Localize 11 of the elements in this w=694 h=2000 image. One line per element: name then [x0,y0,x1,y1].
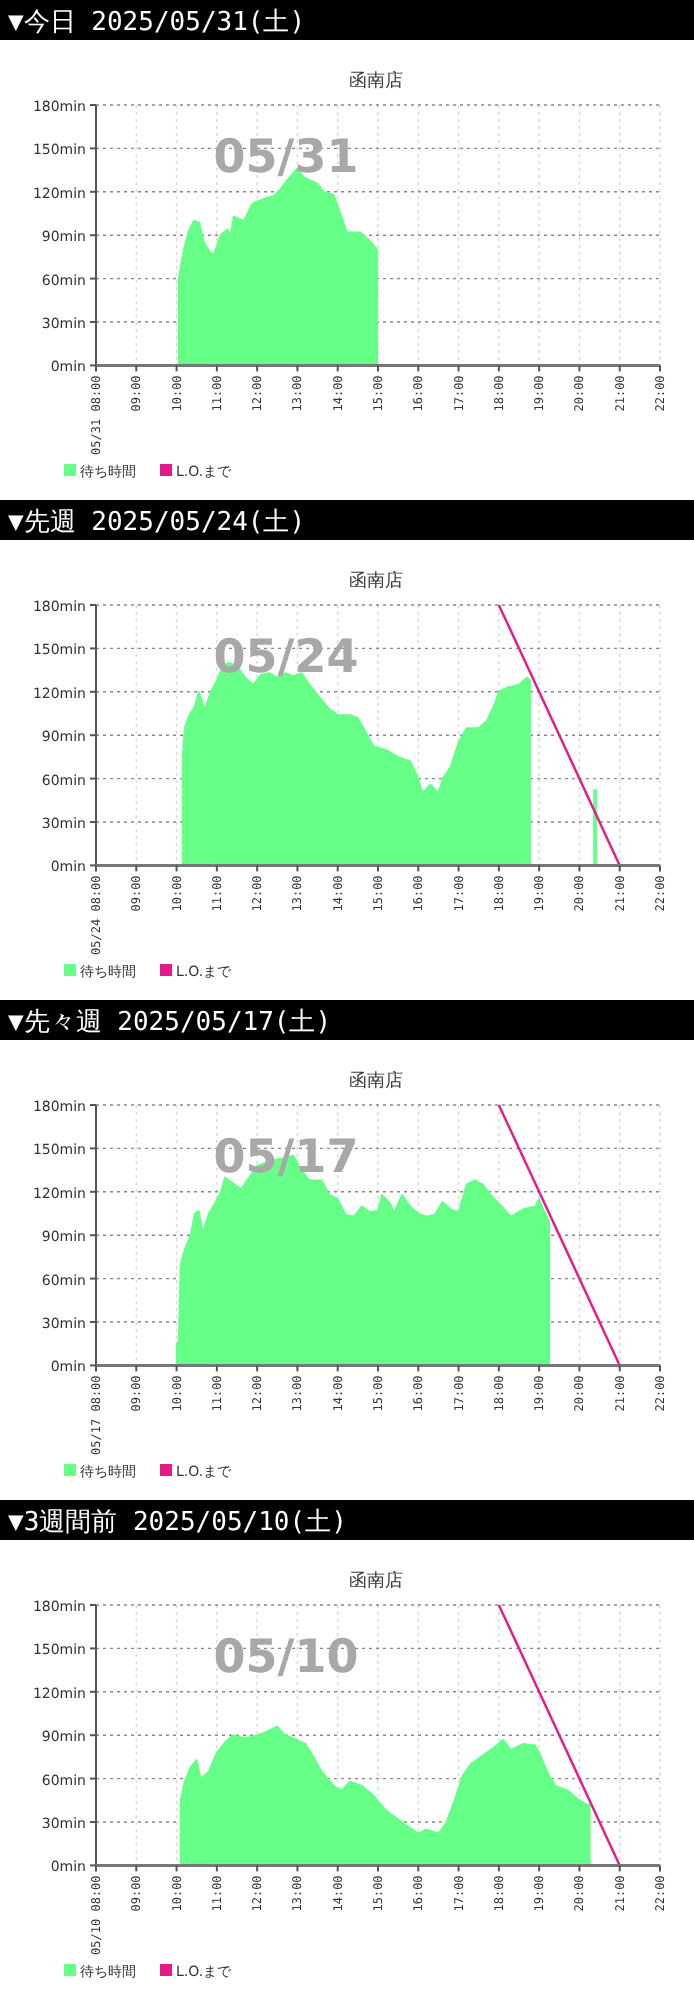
chart-subtitle: 函南店 [349,570,403,592]
chart-subtitle: 函南店 [349,1070,403,1092]
chart-title: ▼先週 2025/05/24(土) [8,508,306,538]
chart-title: ▼先々週 2025/05/17(土) [8,1008,332,1038]
annotation: 05/10 [213,1632,359,1684]
annotation: 05/31 [213,132,359,184]
chart-title: ▼3週間前 2025/05/10(土) [8,1508,347,1538]
chart-title: ▼今日 2025/05/31(土) [8,8,306,38]
chart-subtitle: 函南店 [349,1570,403,1592]
annotation: 05/24 [213,632,359,684]
chart-subtitle: 函南店 [349,70,403,92]
